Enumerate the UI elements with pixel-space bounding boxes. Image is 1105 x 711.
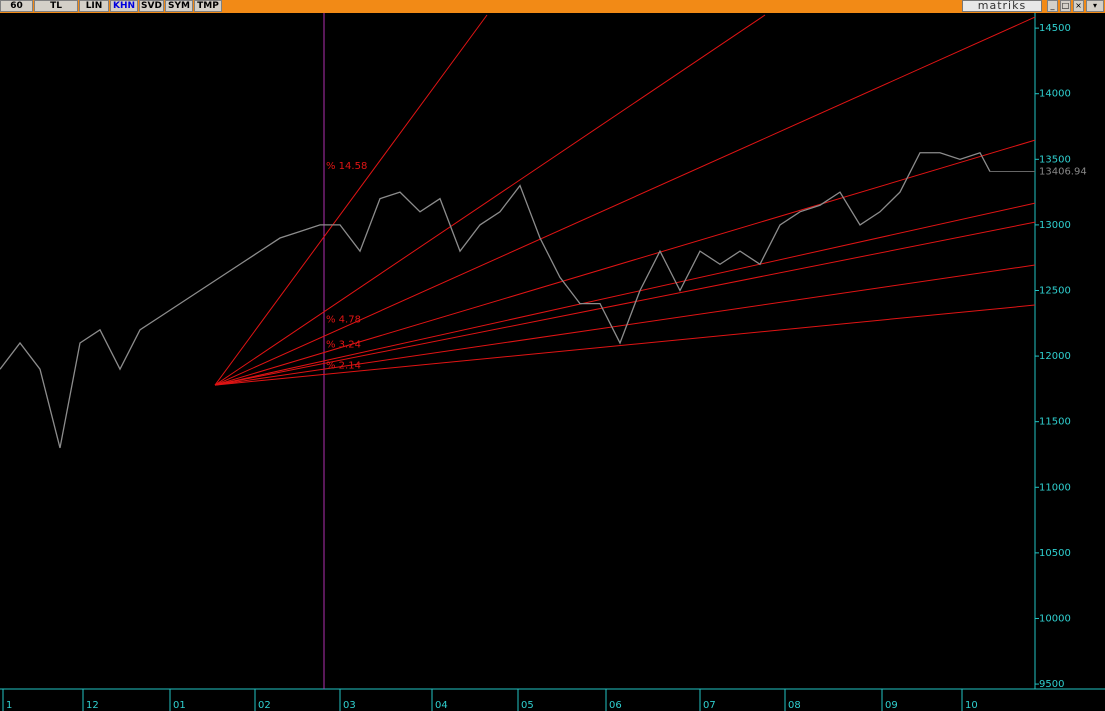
toolbar-button[interactable]: KHN xyxy=(110,0,138,12)
x-tick-label: 09 xyxy=(885,700,898,711)
fan-annotation: % 3.24 xyxy=(326,339,361,350)
y-tick-label: 13500 xyxy=(1039,154,1071,165)
x-tick-label: 08 xyxy=(788,700,801,711)
fan-line xyxy=(214,14,488,386)
fan-annotation: % 4.78 xyxy=(326,314,361,325)
fan-line xyxy=(214,139,1036,386)
y-tick-label: 11500 xyxy=(1039,417,1071,428)
y-tick-label: 10000 xyxy=(1039,613,1071,624)
x-tick-label: 04 xyxy=(435,700,448,711)
price-line xyxy=(0,151,991,449)
x-tick-label: 07 xyxy=(703,700,716,711)
y-tick-label: 14500 xyxy=(1039,23,1071,34)
chart: 9500 10000 10500 11000 11500 12000 12500 13000 1… xyxy=(0,13,1105,711)
fan-line xyxy=(214,304,1036,386)
fan-line xyxy=(214,264,1036,386)
y-tick-label: 12500 xyxy=(1039,285,1071,296)
fan-line xyxy=(214,202,1036,386)
fan-annotation: % 14.58 xyxy=(326,161,367,172)
y-tick-label: 13000 xyxy=(1039,220,1071,231)
x-tick-label: 02 xyxy=(258,700,271,711)
chart-background xyxy=(0,13,1105,711)
y-tick-label: 14000 xyxy=(1039,89,1071,100)
fan-annotation: % 2.14 xyxy=(326,360,361,371)
y-tick-label: 10500 xyxy=(1039,548,1071,559)
window-restore[interactable]: □ xyxy=(1060,0,1071,12)
toolbar-button[interactable]: LIN xyxy=(79,0,109,12)
toolbar: 60 TL LIN KHN SVD SYM TMP matriks _ □ × ▾ xyxy=(0,0,1105,13)
fan-line xyxy=(214,16,1036,386)
x-tick-label: 06 xyxy=(609,700,622,711)
last-price-label: 13406.94 xyxy=(1039,167,1087,178)
fan-line xyxy=(214,14,766,386)
toolbar-button[interactable]: TL xyxy=(34,0,78,12)
y-tick-label: 9500 xyxy=(1039,679,1064,690)
brand: matriks xyxy=(962,0,1042,12)
x-tick-label: 12 xyxy=(86,700,99,711)
x-tick-label: 1 xyxy=(6,700,12,711)
x-tick-label: 10 xyxy=(965,700,978,711)
toolbar-button[interactable]: 60 xyxy=(0,0,33,12)
x-tick-label: 01 xyxy=(173,700,186,711)
fan-line xyxy=(214,221,1036,386)
y-tick-label: 12000 xyxy=(1039,351,1071,362)
x-tick-label: 05 xyxy=(521,700,534,711)
window-minimize[interactable]: _ xyxy=(1047,0,1058,12)
x-tick-label: 03 xyxy=(343,700,356,711)
toolbar-button[interactable]: SYM xyxy=(165,0,193,12)
toolbar-button[interactable]: SVD xyxy=(139,0,164,12)
y-tick-label: 11000 xyxy=(1039,482,1071,493)
toolbar-button[interactable]: TMP xyxy=(194,0,222,12)
window-close[interactable]: × xyxy=(1073,0,1084,12)
window-menu[interactable]: ▾ xyxy=(1086,0,1104,12)
